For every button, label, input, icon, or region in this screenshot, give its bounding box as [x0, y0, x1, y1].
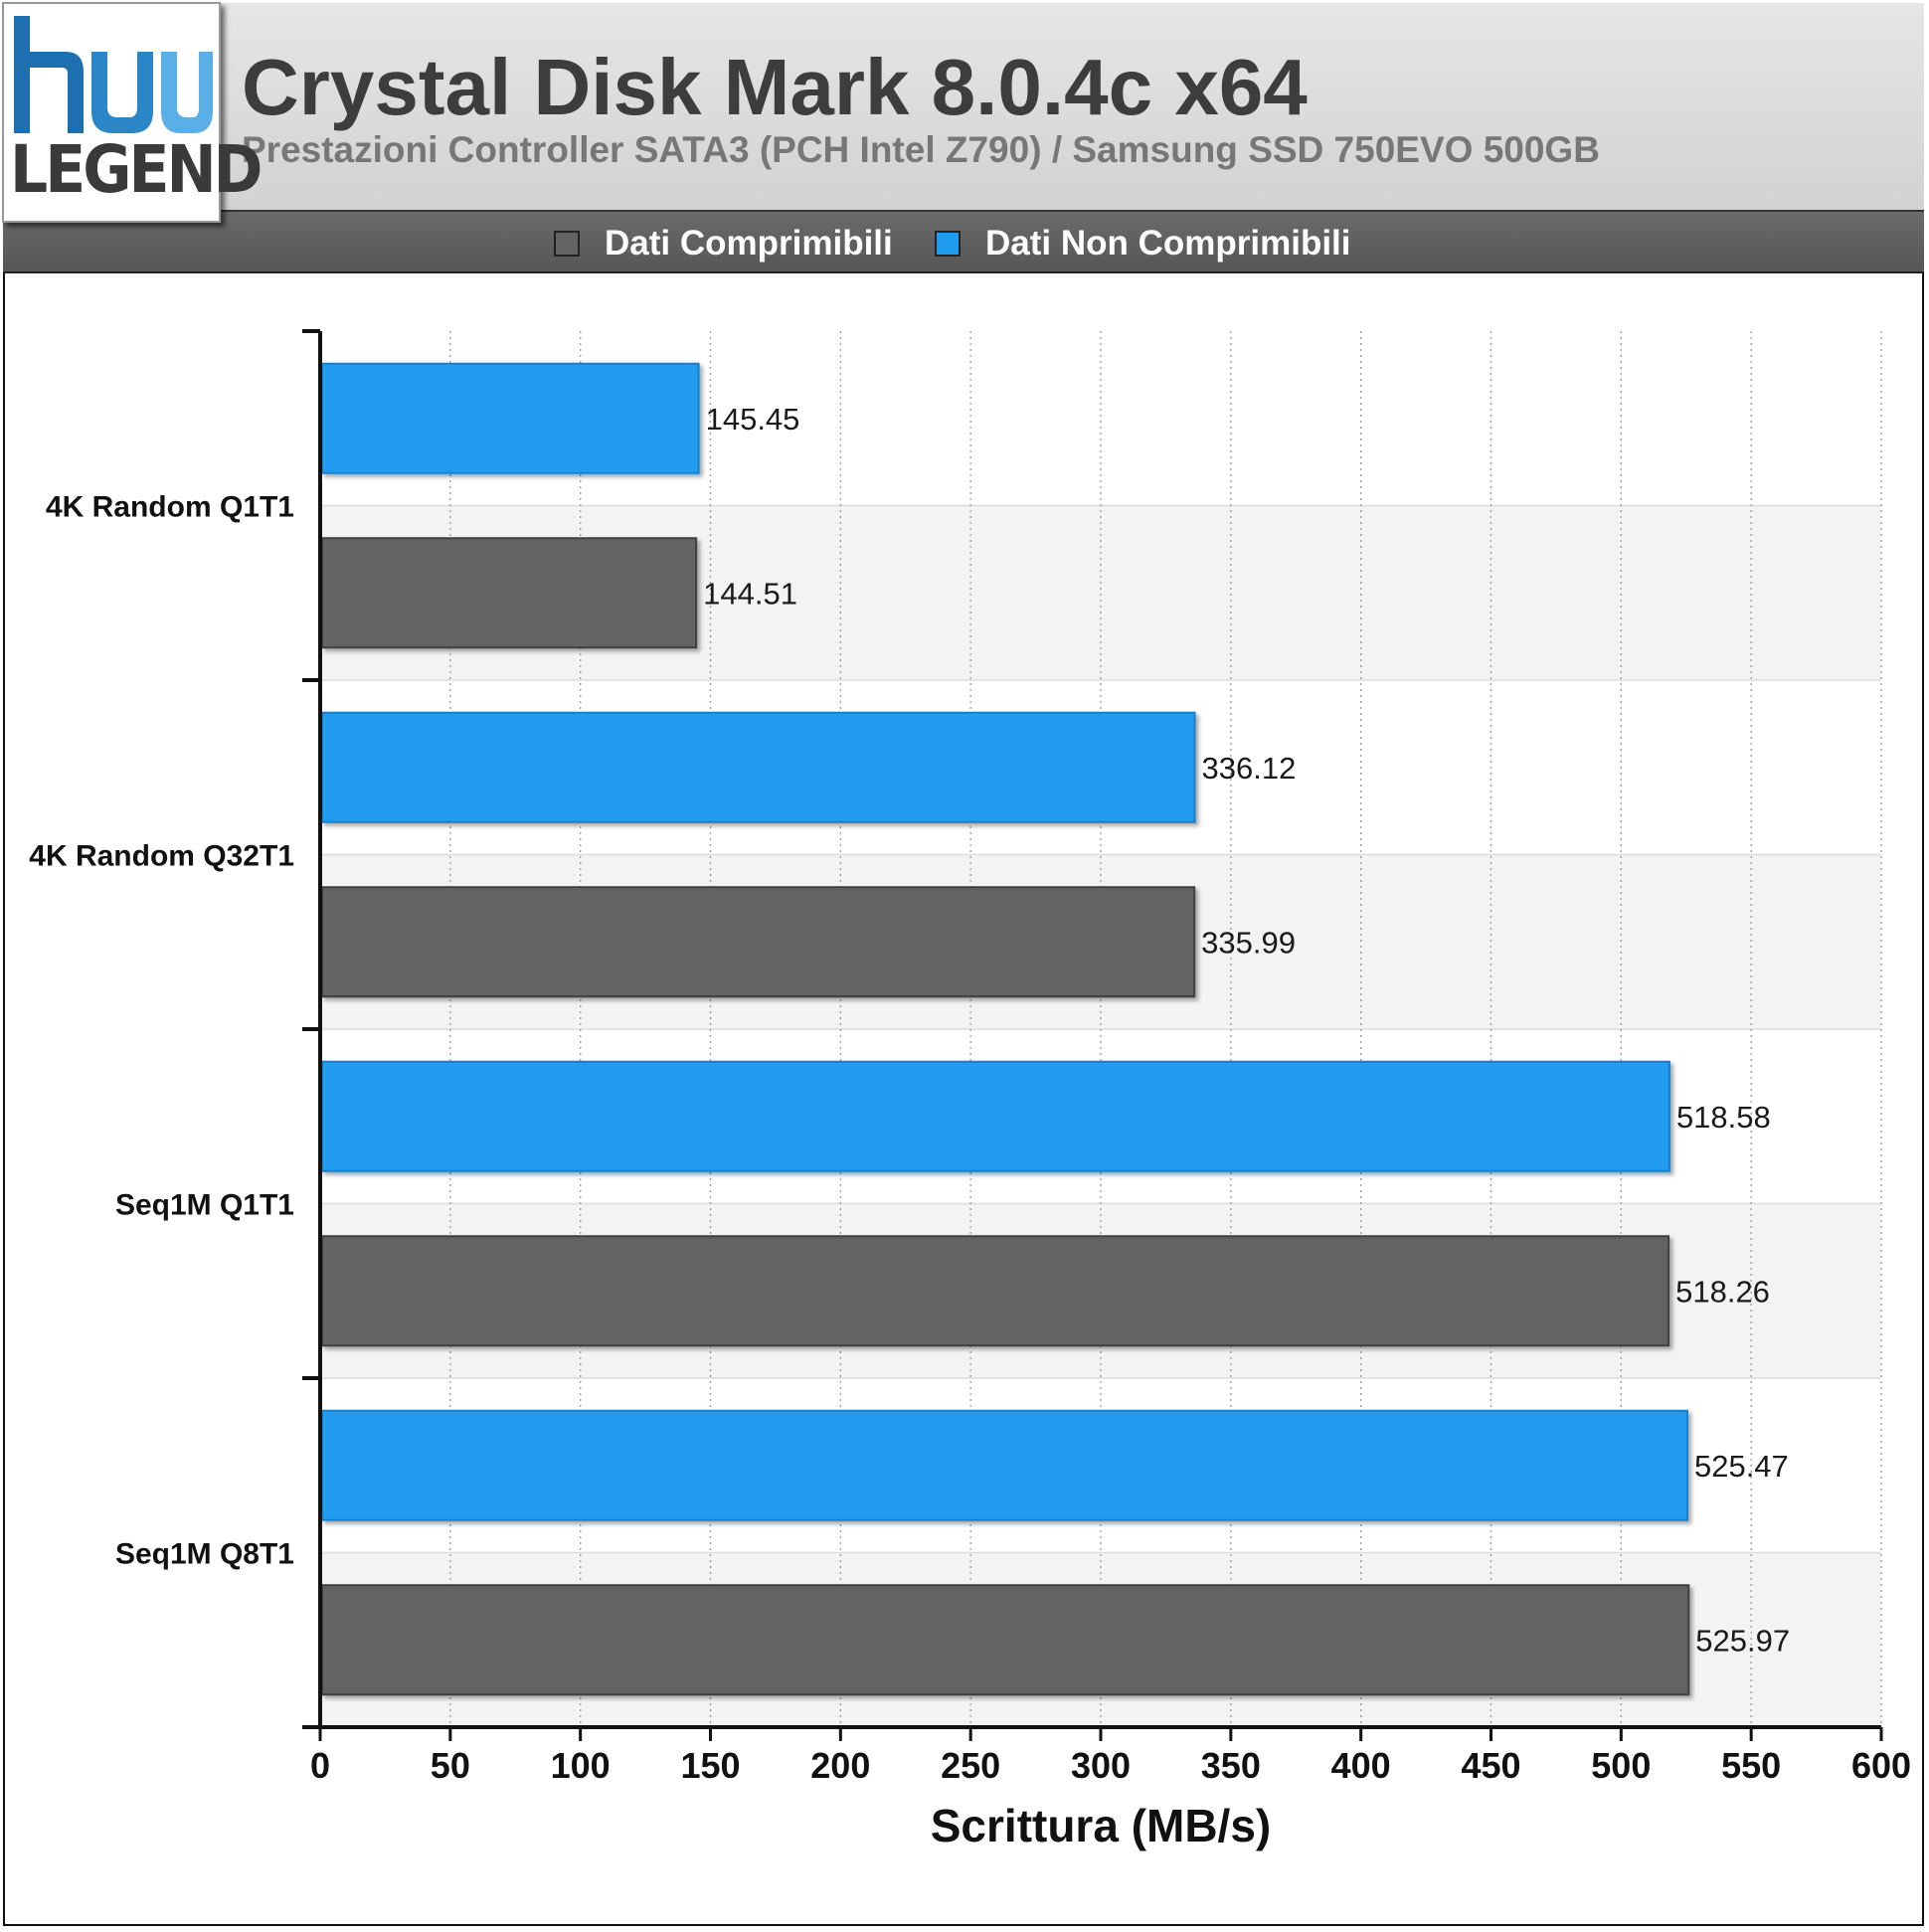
- data-label: 144.51: [703, 576, 797, 611]
- legend-item-incompressible: Dati Non Comprimibili: [935, 224, 1351, 263]
- data-label: 518.26: [1675, 1274, 1770, 1309]
- legend-item-compressible: Dati Comprimibili: [554, 224, 893, 263]
- logo-stroke-1: [14, 16, 30, 133]
- chart-subtitle: Prestazioni Controller SATA3 (PCH Intel …: [242, 129, 1600, 170]
- x-tick-label: 200: [810, 1745, 870, 1786]
- logo-stroke-3: [91, 52, 153, 133]
- data-label: 525.47: [1694, 1449, 1789, 1484]
- bar: [321, 537, 698, 649]
- x-tick-label: 50: [431, 1745, 470, 1786]
- x-tick-label: 400: [1331, 1745, 1391, 1786]
- x-tick-label: 500: [1591, 1745, 1651, 1786]
- legend: Dati Comprimibili Dati Non Comprimibili: [3, 212, 1924, 273]
- logo-stroke-2: [30, 52, 84, 133]
- data-label: 525.97: [1695, 1623, 1790, 1658]
- x-tick-label: 300: [1071, 1745, 1131, 1786]
- header: Crystal Disk Mark 8.0.4c x64 Prestazioni…: [3, 3, 1924, 212]
- x-axis-title: Scrittura (MB/s): [931, 1800, 1271, 1851]
- legend-swatch-incompressible: [935, 231, 961, 257]
- bar: [321, 1409, 1688, 1521]
- x-tick-label: 100: [551, 1745, 611, 1786]
- logo-mark-icon: [14, 16, 213, 133]
- chart-title: Crystal Disk Mark 8.0.4c x64: [242, 43, 1308, 131]
- category-label: 4K Random Q1T1: [46, 491, 294, 524]
- x-tick-label: 350: [1201, 1745, 1261, 1786]
- logo-text: LEGEND: [10, 131, 263, 209]
- category-label: 4K Random Q32T1: [29, 840, 294, 873]
- legend-swatch-compressible: [554, 231, 580, 257]
- data-label: 336.12: [1202, 751, 1297, 786]
- x-tick-label: 450: [1461, 1745, 1520, 1786]
- x-tick-label: 600: [1851, 1745, 1911, 1786]
- data-label: 145.45: [706, 402, 800, 437]
- hwlegend-logo: LEGEND: [2, 2, 263, 223]
- x-tick-label: 550: [1721, 1745, 1781, 1786]
- x-tick-label: 250: [941, 1745, 1000, 1786]
- legend-label-incompressible: Dati Non Comprimibili: [985, 224, 1351, 263]
- bar: [321, 1060, 1670, 1172]
- bars: [321, 362, 1690, 1696]
- bar: [321, 1584, 1690, 1696]
- logo-stroke-4: [161, 52, 213, 133]
- category-label: Seq1M Q8T1: [115, 1538, 294, 1571]
- data-label: 335.99: [1201, 925, 1296, 960]
- category-label: Seq1M Q1T1: [115, 1189, 294, 1222]
- bar: [321, 362, 700, 474]
- x-tick-label: 0: [310, 1745, 330, 1786]
- bar: [321, 886, 1196, 998]
- bar: [321, 711, 1196, 823]
- legend-label-compressible: Dati Comprimibili: [605, 224, 893, 263]
- labels: 145.45 144.51 4K Random Q1T1 336.12 335.99 4K…: [29, 402, 1911, 1851]
- x-tick-label: 150: [680, 1745, 740, 1786]
- axes: [302, 329, 1883, 1741]
- bar: [321, 1235, 1670, 1347]
- data-label: 518.58: [1676, 1100, 1771, 1135]
